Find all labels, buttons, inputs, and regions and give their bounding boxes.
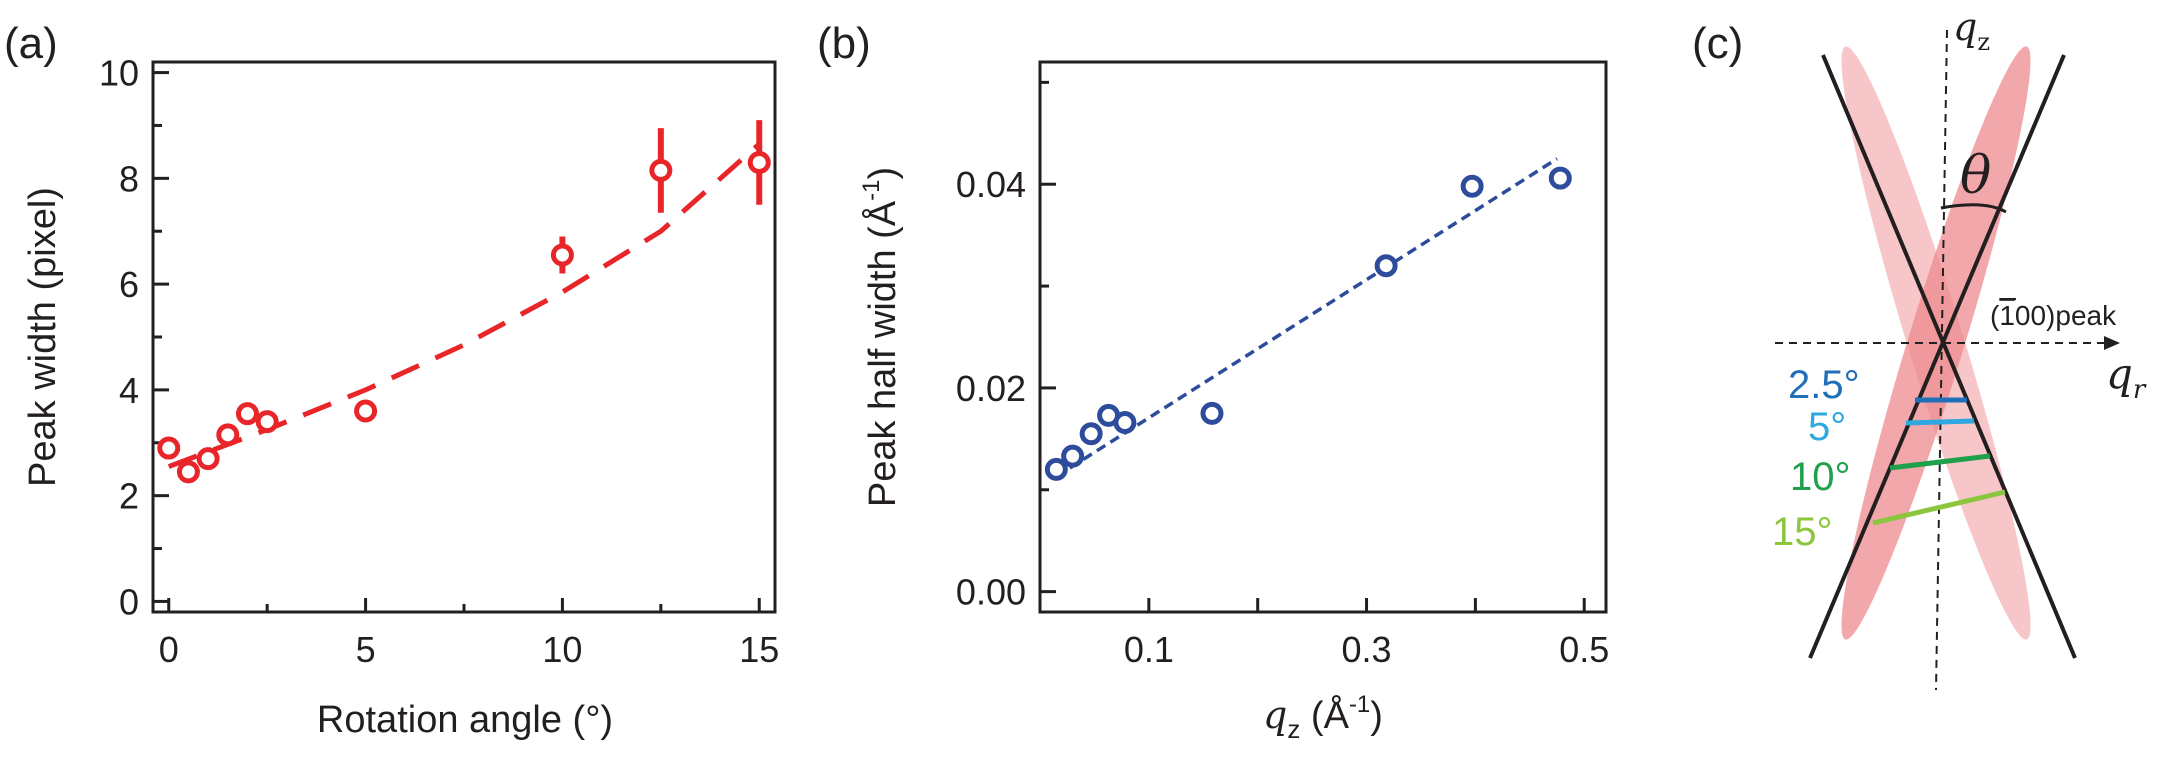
b-xtick-label: 0.1 (1124, 629, 1174, 670)
angle-label-2.5: 2.5° (1788, 363, 1860, 407)
a-ytick-label: 0 (119, 581, 139, 622)
angle-label-10: 10° (1790, 455, 1851, 499)
a-ytick-label: 10 (99, 53, 139, 94)
panel-a-frame (151, 60, 777, 614)
b-data-point (1548, 166, 1572, 190)
b-data-point (1061, 444, 1085, 468)
segment-5deg (1905, 418, 1975, 426)
b-data-point (1200, 401, 1224, 425)
panel-b-frame (1038, 60, 1608, 614)
panel-b-chart: 0.1 0.3 0.5 0.00 0.02 0.04 qz (Å-1) Peak half… (858, 60, 1609, 744)
theta-label: θ (1960, 146, 1991, 206)
qz-label: qz (1953, 5, 1990, 56)
a-data-point (196, 447, 220, 471)
a-data-point (216, 423, 240, 447)
qr-label: qr (2106, 349, 2147, 405)
a-ytick-label: 4 (119, 370, 139, 411)
a-data-point (255, 410, 279, 434)
b-data-point (1374, 254, 1398, 278)
panel-b-xlabel: qz (Å-1) (1263, 691, 1383, 744)
panel-c-diagram: qz qr θ (100)peak 2.5° 5° 10° 15° (1772, 5, 2147, 691)
panel-b-ylabel: Peak half width (Å-1) (858, 167, 904, 507)
a-data-point (649, 158, 673, 182)
b-data-point (1079, 422, 1103, 446)
b-data-point (1460, 174, 1484, 198)
panel-c-label: (c) (1692, 19, 1743, 68)
b-ytick-label: 0.02 (956, 368, 1026, 409)
panel-a-chart: 0 5 10 15 0 2 4 6 8 10 Rotation angle (°) Peak wi… (22, 53, 779, 741)
theta-arc (1940, 203, 2007, 214)
b-data-point (1113, 411, 1137, 435)
segment-10deg (1889, 453, 1991, 471)
a-data-point (235, 402, 259, 426)
peak-label: (100)peak (1990, 300, 2117, 331)
angle-label-5: 5° (1808, 405, 1846, 449)
angle-label-15: 15° (1772, 510, 1833, 554)
a-ytick-label: 8 (119, 158, 139, 199)
a-xtick-label: 15 (739, 629, 779, 670)
panel-b-label: (b) (817, 19, 871, 68)
a-data-point (747, 150, 771, 174)
qz-axis (1935, 29, 1948, 691)
panel-a-label: (a) (4, 19, 58, 68)
a-xtick-label: 5 (356, 629, 376, 670)
a-data-point (157, 436, 181, 460)
panel-a-ylabel: Peak width (pixel) (22, 187, 64, 487)
b-xtick-label: 0.5 (1559, 629, 1609, 670)
b-data-point (1044, 457, 1068, 481)
a-xtick-label: 10 (542, 629, 582, 670)
a-ytick-label: 2 (119, 476, 139, 517)
b-ytick-label: 0.04 (956, 164, 1026, 205)
a-ytick-label: 6 (119, 264, 139, 305)
line-ascending (1808, 54, 2066, 659)
a-xtick-label: 0 (159, 629, 179, 670)
line-descending (1821, 54, 2077, 659)
qr-arrowhead (2104, 336, 2120, 350)
a-data-point (354, 399, 378, 423)
b-fit-line (1055, 157, 1558, 479)
b-xtick-label: 0.3 (1342, 629, 1392, 670)
segment-15deg (1872, 489, 2006, 526)
a-data-point (176, 460, 200, 484)
a-data-point (550, 243, 574, 267)
b-ytick-label: 0.00 (956, 572, 1026, 613)
panel-a-xlabel: Rotation angle (°) (317, 699, 613, 741)
